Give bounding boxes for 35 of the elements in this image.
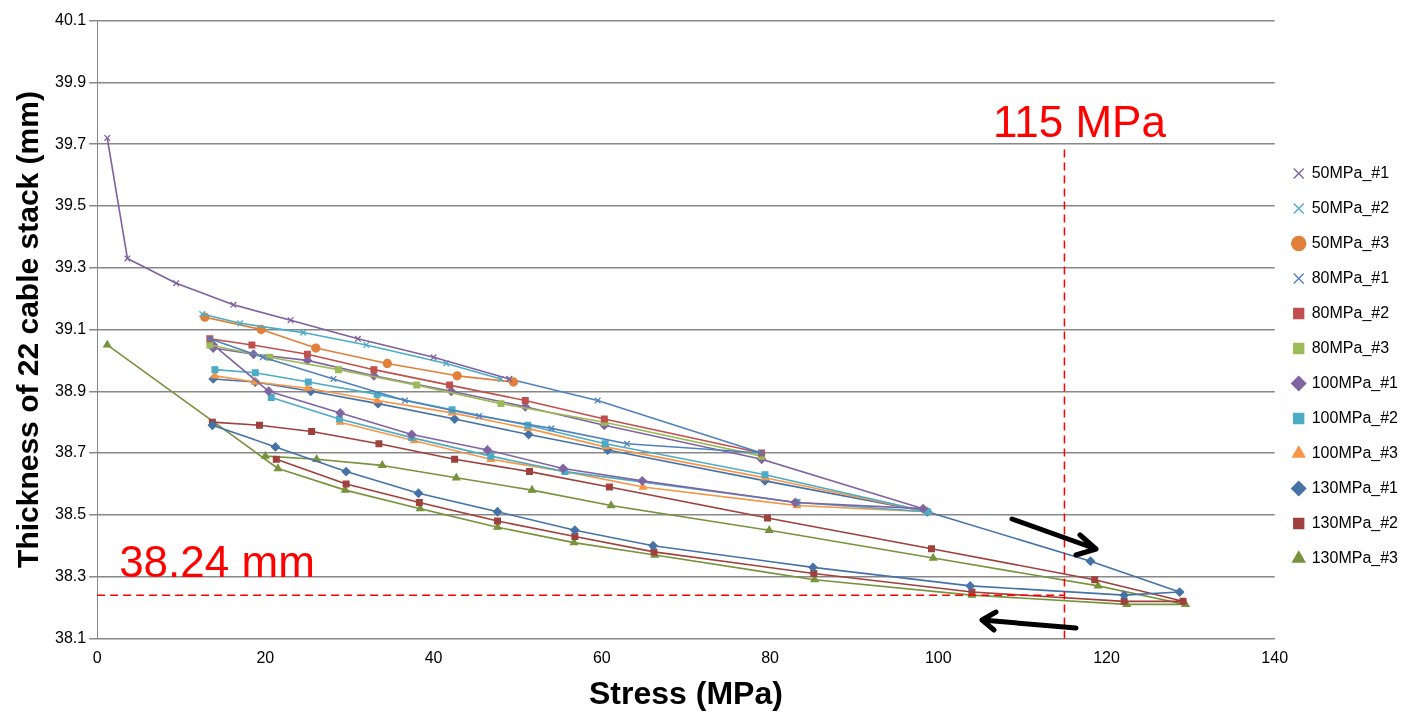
x-tick-label: 40 (424, 649, 443, 667)
legend-label: 80MPa_#1 (1311, 268, 1390, 287)
legend-label: 50MPa_#2 (1311, 198, 1390, 217)
legend-label: 130MPa_#1 (1311, 478, 1399, 497)
y-axis-title: Thickness of 22 cable stack (mm) (11, 91, 45, 568)
legend-label: 100MPa_#3 (1311, 443, 1399, 462)
legend-label: 100MPa_#2 (1311, 408, 1399, 427)
y-tick-label: 38.1 (55, 628, 87, 646)
ref-line-label: 115 MPa (993, 96, 1167, 146)
legend-label: 130MPa_#2 (1311, 513, 1399, 532)
x-tick-label: 100 (924, 649, 952, 667)
legend-label: 80MPa_#2 (1311, 303, 1390, 322)
legend-label: 130MPa_#3 (1311, 548, 1399, 567)
y-tick-label: 39.9 (55, 72, 87, 90)
y-tick-label: 38.7 (55, 443, 87, 461)
y-tick-label: 38.3 (55, 567, 87, 585)
y-tick-label: 38.5 (55, 505, 87, 523)
x-axis-title: Stress (MPa) (589, 674, 783, 711)
y-tick-label: 40.1 (55, 11, 87, 29)
x-tick-label: 0 (92, 649, 102, 667)
legend-label: 80MPa_#3 (1311, 338, 1390, 357)
y-tick-label: 39.3 (55, 258, 87, 276)
legend-label: 100MPa_#1 (1311, 373, 1399, 392)
y-tick-label: 38.9 (55, 381, 87, 399)
y-tick-label: 39.5 (55, 196, 87, 214)
legend-label: 50MPa_#1 (1311, 163, 1390, 182)
x-tick-label: 20 (256, 649, 275, 667)
x-tick-label: 80 (761, 649, 780, 667)
legend-label: 50MPa_#3 (1311, 233, 1390, 252)
x-tick-label: 140 (1261, 649, 1289, 667)
ref-line-label: 38.24 mm (119, 537, 315, 587)
y-tick-label: 39.1 (55, 319, 87, 337)
x-tick-label: 120 (1093, 649, 1120, 667)
y-tick-label: 39.7 (55, 134, 87, 152)
x-tick-label: 60 (592, 649, 611, 667)
